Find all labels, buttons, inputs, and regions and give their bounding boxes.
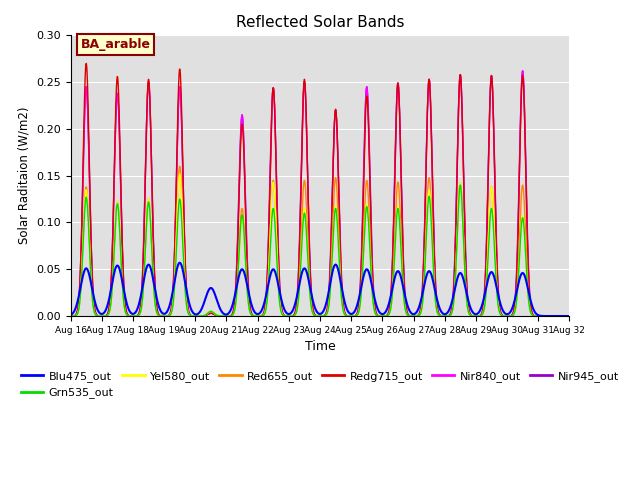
Legend: Blu475_out, Grn535_out, Yel580_out, Red655_out, Redg715_out, Nir840_out, Nir945_: Blu475_out, Grn535_out, Yel580_out, Red6… [17,367,623,403]
Y-axis label: Solar Raditaion (W/m2): Solar Raditaion (W/m2) [17,107,31,244]
Text: BA_arable: BA_arable [81,38,150,51]
Title: Reflected Solar Bands: Reflected Solar Bands [236,15,404,30]
X-axis label: Time: Time [305,340,335,353]
